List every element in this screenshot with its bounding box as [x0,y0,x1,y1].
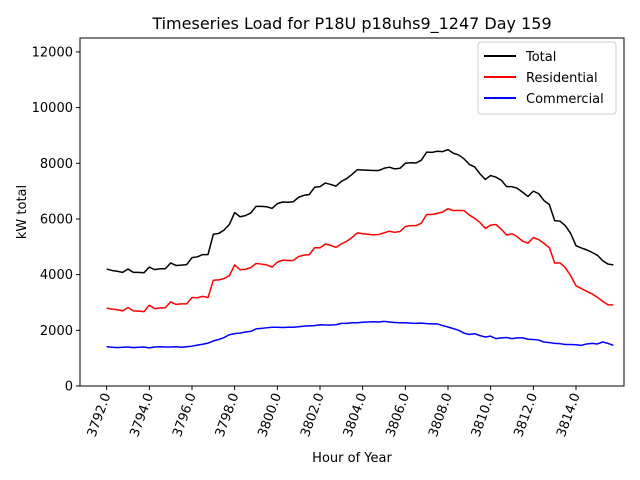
series-line-commercial [106,320,614,349]
plot-frame [79,37,625,387]
y-tick-label: 4000 [40,268,73,283]
legend: Total Residential Commercial [477,41,617,115]
x-tick-label: 3794.0 [127,391,157,439]
x-tick-label: 3802.0 [298,391,328,439]
legend-box [477,41,617,115]
x-tick-label: 3810.0 [469,391,499,439]
x-tick-label: 3806.0 [383,391,413,439]
y-tick-label: 0 [65,380,73,395]
y-tick-label: 6000 [40,212,73,227]
y-axis: 0 2000 4000 6000 8000 10000 12000 [32,45,80,395]
x-tick-label: 3800.0 [255,391,285,439]
series-line-total [106,148,614,274]
x-tick-label: 3804.0 [341,391,371,439]
series-layer [106,148,614,349]
legend-label-commercial: Commercial [526,92,604,107]
y-tick-label: 12000 [32,45,73,60]
x-axis: 3792.0 3794.0 3796.0 3798.0 3800.0 3802.0 3804… [85,386,584,439]
series-line-residential [106,207,614,313]
y-tick-label: 10000 [32,101,73,116]
legend-label-residential: Residential [526,71,598,86]
x-tick-label: 3814.0 [554,391,584,439]
y-axis-label: kW total [15,185,30,239]
x-tick-label: 3792.0 [85,391,115,439]
y-tick-label: 2000 [40,324,73,339]
x-tick-label: 3798.0 [213,391,243,439]
x-tick-label: 3812.0 [511,391,541,439]
x-tick-label: 3808.0 [426,391,456,439]
y-tick-label: 8000 [40,157,73,172]
legend-label-total: Total [525,50,556,65]
chart-title: Timeseries Load for P18U p18uhs9_1247 Da… [151,14,551,34]
x-tick-label: 3796.0 [170,391,200,439]
x-axis-label: Hour of Year [312,451,392,466]
